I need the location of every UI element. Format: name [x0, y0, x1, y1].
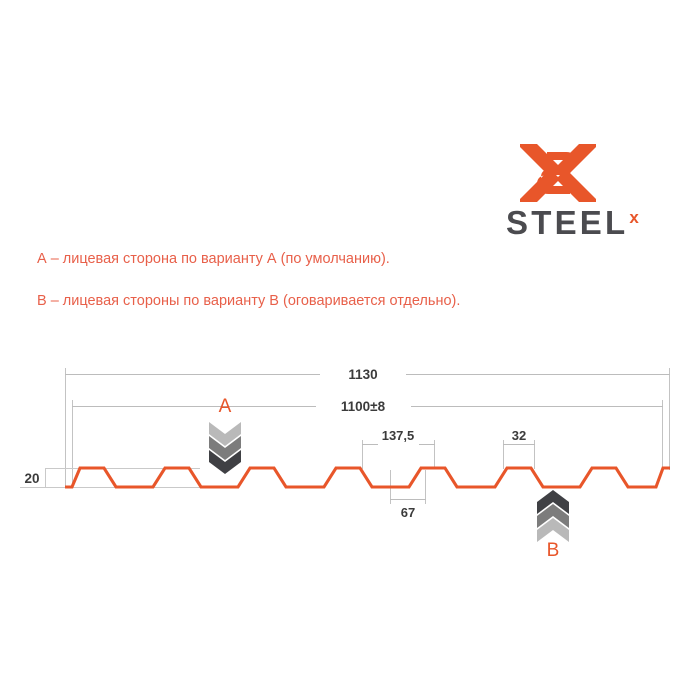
dimension-rib-pitch-label: 137,5 [382, 428, 415, 443]
view-marker-b: В [533, 488, 573, 566]
extension-lines [65, 368, 670, 488]
brand-superscript: x [629, 208, 639, 227]
legend-line-variant-a: А – лицевая сторона по варианту А (по ум… [37, 251, 390, 267]
brand-word: STEEL [506, 204, 629, 241]
dimension-overall-width: 1130 [65, 367, 670, 382]
dimension-rib-top-width: 32 [503, 428, 535, 469]
dimension-profile-height-label: 20 [24, 471, 39, 486]
chevron-up-icon [533, 488, 573, 544]
dimension-cover-width-label: 1100±8 [341, 399, 386, 414]
chevron-down-icon [205, 420, 245, 476]
view-marker-a-label: А [218, 396, 232, 417]
dimension-rib-pitch: 137,5 [362, 428, 435, 469]
view-marker-b-label: В [546, 540, 560, 561]
dimension-valley-width: 67 [390, 470, 426, 520]
legend-line-variant-b: В – лицевая стороны по варианту В (огова… [37, 293, 461, 309]
view-marker-a: А [205, 396, 245, 474]
brand-logo: STEEL x [506, 142, 666, 242]
brand-wordmark: STEEL x [506, 206, 666, 240]
steelx-x-logo-icon [520, 142, 596, 204]
dimension-rib-top-width-label: 32 [512, 428, 526, 443]
dimension-valley-width-label: 67 [401, 505, 415, 520]
trapezoidal-profile-line [65, 466, 670, 489]
profile-technical-drawing: 1130 1100±8 137,5 67 32 [20, 367, 670, 520]
dimension-cover-width: 1100±8 [72, 399, 663, 414]
dimension-overall-width-label: 1130 [348, 367, 377, 382]
